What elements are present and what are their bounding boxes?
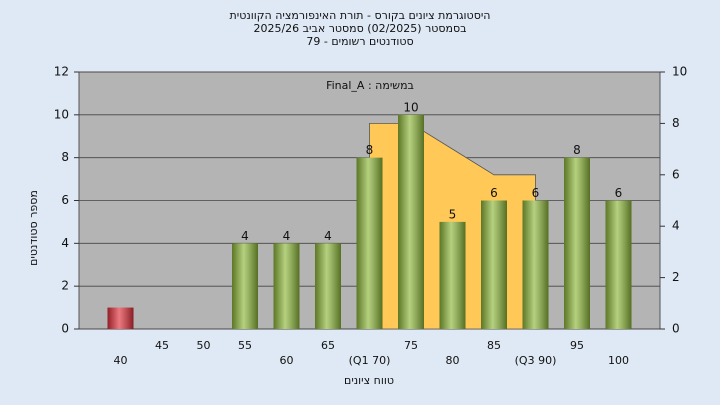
title-line: היסטוגרמת ציונים בקורס - תורת האינפורמצי…: [230, 9, 491, 22]
value-label: 8: [366, 143, 374, 157]
y-tick-label: 0: [61, 322, 69, 336]
bar-shading: [315, 243, 341, 329]
x-tick-label: 80: [446, 354, 460, 367]
x-tick-label: 95: [570, 339, 584, 352]
value-label: 8: [573, 143, 581, 157]
bar-shading: [564, 157, 590, 329]
value-label: 6: [615, 186, 623, 200]
value-label: 4: [283, 229, 291, 243]
x-tick-label: 50: [197, 339, 211, 352]
annotation: Final_A : במשימה: [326, 79, 414, 92]
x-tick-label: 100: [608, 354, 629, 367]
y2-tick-label: 4: [672, 219, 680, 233]
bar-shading: [232, 243, 258, 329]
value-label: 6: [490, 186, 498, 200]
bar-shading: [605, 200, 632, 329]
bar-shading: [107, 307, 134, 329]
bar-shading: [481, 200, 507, 329]
y-tick-label: 2: [61, 279, 69, 293]
y-tick-label: 12: [54, 65, 69, 79]
y2-tick-label: 2: [672, 270, 680, 284]
x-tick-label: 65: [321, 339, 335, 352]
bar-shading: [439, 221, 466, 329]
value-label: 6: [532, 186, 540, 200]
y2-tick-label: 10: [672, 65, 687, 79]
x-tick-label: 60: [280, 354, 294, 367]
value-label: 4: [241, 229, 249, 243]
x-tick-label: (Q1 70): [349, 354, 391, 367]
value-label: 4: [324, 229, 332, 243]
x-tick-label: 55: [238, 339, 252, 352]
y-tick-label: 6: [61, 193, 69, 207]
bar-shading: [398, 114, 424, 329]
x-tick-label: 45: [155, 339, 169, 352]
value-label: 5: [449, 207, 457, 221]
bar-shading: [356, 157, 383, 329]
y2-tick-label: 8: [672, 116, 680, 130]
y-axis-label: מספר סטודנטים: [27, 190, 40, 266]
x-tick-label: 75: [404, 339, 418, 352]
y-tick-label: 10: [54, 107, 69, 121]
y-tick-label: 4: [61, 236, 69, 250]
y2-tick-label: 0: [672, 322, 680, 336]
value-label: 10: [403, 100, 418, 114]
bar-shading: [522, 200, 549, 329]
y2-tick-label: 6: [672, 167, 680, 181]
x-tick-label: 40: [114, 354, 128, 367]
x-axis-label: טווח ציונים: [344, 374, 394, 387]
y-tick-label: 8: [61, 150, 69, 164]
x-tick-label: 85: [487, 339, 501, 352]
bar-shading: [273, 243, 300, 329]
x-tick-label: (Q3 90): [515, 354, 557, 367]
title-line: בסמסטר (02/2025) סמסטר אביב 2025/26: [253, 22, 466, 35]
title-line: סטודנטים רשומים - 79: [306, 35, 413, 48]
